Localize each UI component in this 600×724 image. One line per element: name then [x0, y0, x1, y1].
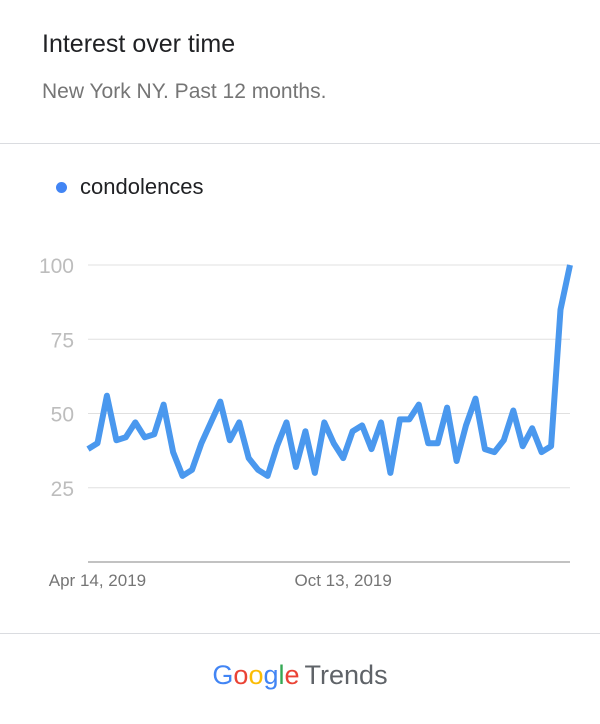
logo-letter: o [233, 660, 249, 690]
chart-title: Interest over time [42, 30, 236, 58]
logo-letter: o [248, 660, 264, 690]
logo-letter: e [284, 660, 300, 690]
footer-divider [0, 633, 600, 634]
trends-label: Trends [304, 660, 388, 690]
y-tick-label: 75 [51, 329, 74, 352]
y-tick-label: 50 [51, 404, 74, 427]
y-tick-label: 100 [39, 255, 74, 278]
logo-letter: l [278, 660, 285, 690]
logo-letter: g [263, 660, 279, 690]
line-chart[interactable]: 25 50 75 100 Apr 14, 2019 Oct 13, 2019 [0, 230, 600, 600]
legend-label: condolences [80, 174, 204, 199]
chart-subtitle: New York NY. Past 12 months. [42, 80, 327, 103]
google-trends-logo[interactable]: Google Trends [0, 660, 600, 691]
x-tick-label: Oct 13, 2019 [295, 571, 392, 590]
logo-letter: G [212, 660, 234, 690]
series-line-condolences [86, 264, 573, 479]
google-logo: Google [212, 660, 299, 690]
y-tick-label: 25 [51, 478, 74, 501]
header-divider [0, 143, 600, 144]
legend-marker-icon [56, 181, 67, 193]
header: Interest over time New York NY. Past 12 … [0, 0, 600, 144]
x-tick-label: Apr 14, 2019 [49, 571, 146, 590]
legend[interactable]: condolences [56, 174, 204, 200]
